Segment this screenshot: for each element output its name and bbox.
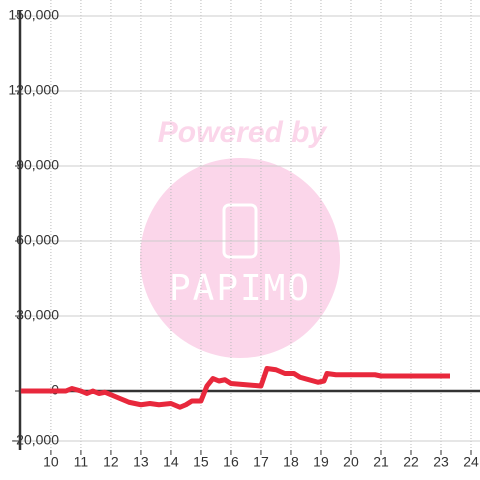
y-tick-label: -20,000 xyxy=(12,432,60,448)
y-tick-label: 60,000 xyxy=(16,232,59,248)
x-tick-label: 24 xyxy=(463,454,479,470)
x-tick-label: 21 xyxy=(373,454,389,470)
x-tick-label: 20 xyxy=(343,454,359,470)
watermark-title: Powered by xyxy=(158,116,328,149)
x-tick-label: 22 xyxy=(403,454,419,470)
x-tick-label: 12 xyxy=(103,454,119,470)
watermark-brand: PAPIMO xyxy=(169,268,311,309)
x-tick-label: 17 xyxy=(253,454,269,470)
x-tick-label: 19 xyxy=(313,454,329,470)
x-tick-label: 10 xyxy=(43,454,59,470)
line xyxy=(20,366,450,410)
watermark-phone xyxy=(222,203,258,259)
x-tick-label: 18 xyxy=(283,454,299,470)
x-tick-label: 23 xyxy=(433,454,449,470)
y-tick-label: 90,000 xyxy=(16,157,59,173)
y-tick-label: 30,000 xyxy=(16,307,59,323)
x-tick-label: 14 xyxy=(163,454,179,470)
x-tick-label: 16 xyxy=(223,454,239,470)
x-tick-label: 15 xyxy=(193,454,209,470)
x-tick-label: 11 xyxy=(74,454,89,470)
y-tick-label: 150,000 xyxy=(8,7,59,23)
y-tick-label: 120,000 xyxy=(8,82,59,98)
x-tick-label: 13 xyxy=(133,454,149,470)
watermark: Powered by PAPIMO xyxy=(140,116,340,358)
